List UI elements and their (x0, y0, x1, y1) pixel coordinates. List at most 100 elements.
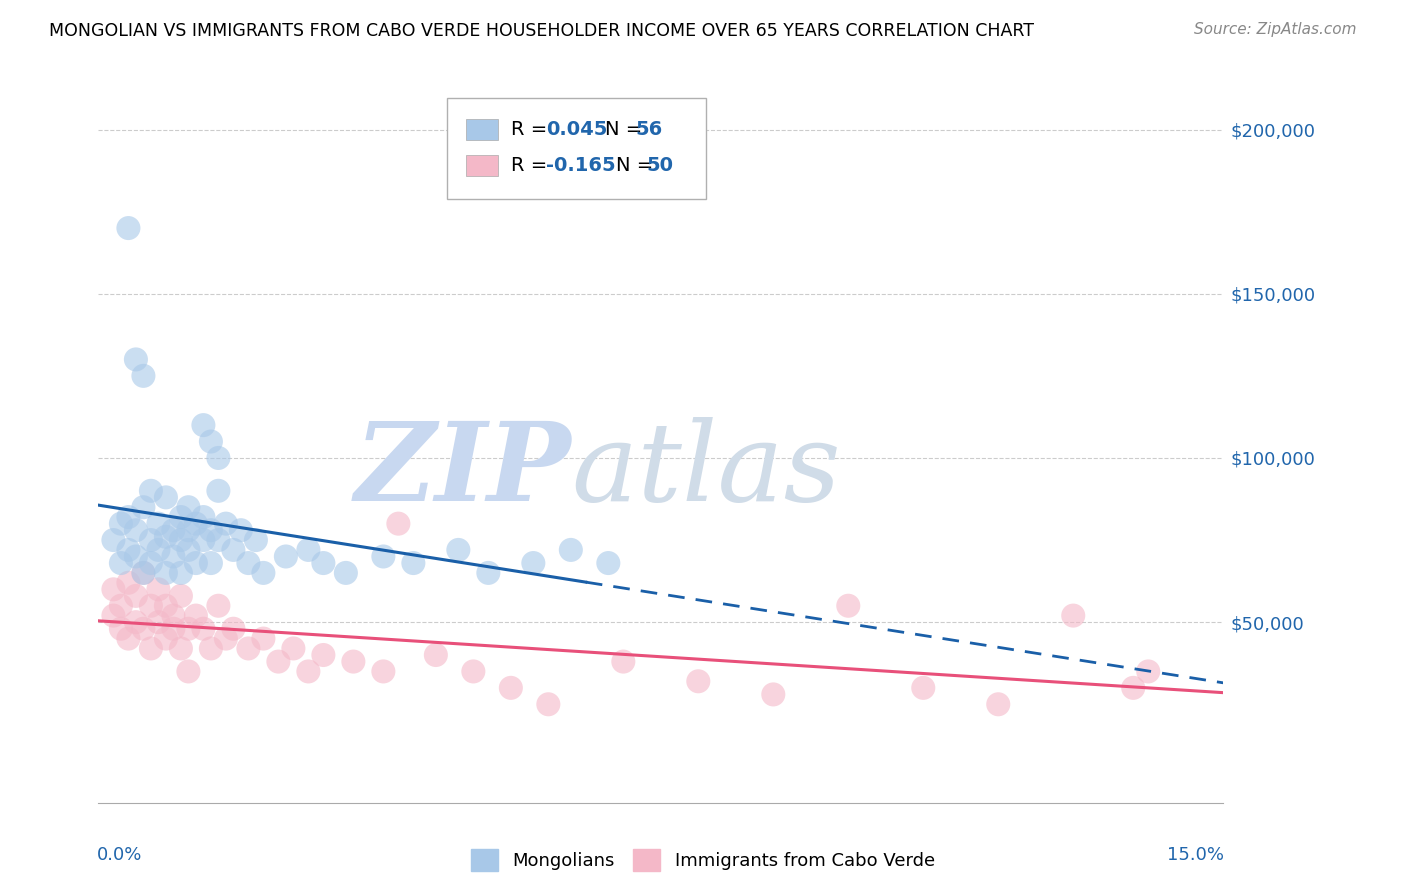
Point (110, 599, 132, 613)
Point (184, 516, 207, 531)
Point (139, 556, 162, 570)
Point (170, 510, 193, 524)
Point (312, 648, 335, 662)
Point (139, 641, 162, 656)
Point (499, 681, 522, 695)
Point (177, 500, 200, 515)
Point (110, 622, 132, 636)
Point (207, 450, 229, 465)
Point (238, 641, 260, 656)
Text: N =: N = (605, 120, 648, 139)
Point (837, 599, 859, 613)
Text: -0.165: -0.165 (546, 156, 616, 175)
Point (252, 632, 274, 646)
Text: N =: N = (616, 156, 659, 175)
Point (162, 549, 184, 564)
Point (200, 523, 222, 537)
Point (184, 608, 207, 623)
Point (177, 523, 200, 537)
Point (155, 491, 177, 505)
Point (125, 523, 148, 537)
Point (373, 549, 395, 564)
Point (117, 510, 139, 524)
Text: 50: 50 (647, 156, 673, 175)
Point (207, 599, 229, 613)
Point (238, 556, 260, 570)
Text: 0.045: 0.045 (546, 120, 607, 139)
Text: 15.0%: 15.0% (1167, 847, 1225, 864)
Point (132, 368, 155, 383)
Point (125, 352, 148, 367)
Point (103, 608, 125, 623)
Point (177, 665, 200, 679)
Point (184, 556, 207, 570)
Point (477, 566, 499, 580)
Text: atlas: atlas (571, 417, 841, 524)
Point (229, 523, 252, 537)
Point (560, 542, 582, 557)
Point (162, 622, 184, 636)
Point (335, 566, 357, 580)
Point (110, 556, 132, 570)
Point (162, 608, 184, 623)
Point (200, 434, 222, 449)
Text: MONGOLIAN VS IMMIGRANTS FROM CABO VERDE HOUSEHOLDER INCOME OVER 65 YEARS CORRELA: MONGOLIAN VS IMMIGRANTS FROM CABO VERDE … (49, 22, 1035, 40)
Point (987, 698, 1010, 712)
Point (598, 556, 620, 570)
Point (162, 523, 184, 537)
Point (912, 681, 935, 695)
Point (132, 500, 155, 515)
Text: ZIP: ZIP (354, 417, 571, 524)
Point (215, 516, 238, 531)
FancyBboxPatch shape (447, 98, 706, 200)
Bar (467, 155, 498, 176)
Point (170, 641, 193, 656)
Point (297, 542, 319, 557)
Point (1062, 608, 1084, 623)
Point (148, 615, 170, 630)
Point (117, 221, 139, 235)
Point (222, 542, 245, 557)
Point (125, 589, 148, 603)
Point (463, 665, 485, 679)
Point (103, 582, 125, 597)
Point (522, 556, 544, 570)
Point (177, 622, 200, 636)
Point (103, 533, 125, 547)
Point (139, 483, 162, 498)
Point (283, 641, 305, 656)
Bar (467, 120, 498, 139)
Point (200, 556, 222, 570)
Point (148, 516, 170, 531)
Text: 0.0%: 0.0% (97, 847, 142, 864)
Point (170, 566, 193, 580)
Point (139, 599, 162, 613)
Point (193, 510, 215, 524)
Text: Source: ZipAtlas.com: Source: ZipAtlas.com (1194, 22, 1357, 37)
Point (155, 599, 177, 613)
Point (132, 622, 155, 636)
Point (425, 648, 447, 662)
Point (155, 530, 177, 544)
Point (222, 622, 245, 636)
Point (139, 533, 162, 547)
Point (117, 542, 139, 557)
Point (402, 556, 425, 570)
Point (170, 589, 193, 603)
Point (688, 674, 710, 689)
Point (267, 655, 290, 669)
Point (125, 615, 148, 630)
Point (447, 542, 470, 557)
Point (155, 632, 177, 646)
Point (132, 566, 155, 580)
Point (207, 483, 229, 498)
Point (373, 665, 395, 679)
Text: R =: R = (512, 120, 554, 139)
Point (762, 687, 785, 701)
Point (215, 632, 238, 646)
Point (148, 542, 170, 557)
Point (155, 566, 177, 580)
Point (612, 655, 634, 669)
Point (387, 516, 409, 531)
Point (132, 566, 155, 580)
